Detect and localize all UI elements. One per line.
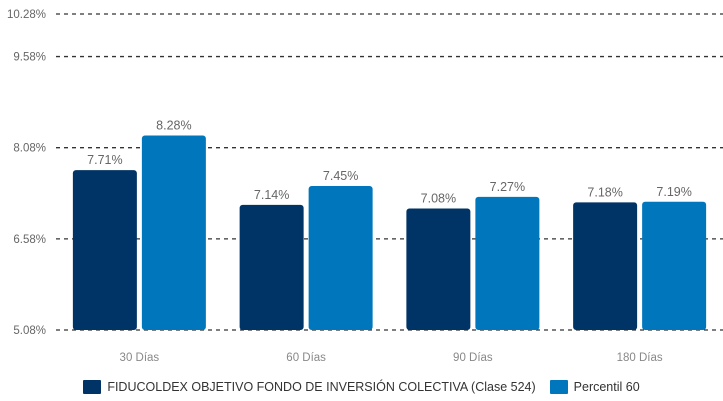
bars: [72, 135, 707, 330]
data-label: 7.19%: [656, 185, 691, 199]
bar-chart: 5.08% 6.58% 8.08% 9.58% 10.28% 7.71% 8.28% 7.1…: [7, 9, 723, 364]
y-tick-label: 8.08%: [13, 143, 46, 155]
legend: FIDUCOLDEX OBJETIVO FONDO DE INVERSIÓN C…: [0, 373, 723, 401]
x-tick-label: 90 Días: [453, 352, 493, 364]
y-axis-labels: 5.08% 6.58% 8.08% 9.58% 10.28%: [7, 9, 46, 337]
x-axis-labels: 30 Días 60 Días 90 Días 180 Días: [120, 352, 663, 364]
y-tick-label: 5.08%: [13, 325, 46, 337]
bar: [141, 135, 206, 330]
bar: [308, 185, 373, 330]
y-tick-label: 9.58%: [13, 52, 46, 64]
bar: [475, 196, 540, 330]
legend-item-percentil[interactable]: Percentil 60: [549, 380, 640, 394]
legend-label-fund: FIDUCOLDEX OBJETIVO FONDO DE INVERSIÓN C…: [107, 380, 536, 394]
x-tick-label: 180 Días: [617, 352, 663, 364]
legend-swatch-percentil: [549, 380, 568, 394]
x-tick-label: 30 Días: [120, 352, 160, 364]
bar: [573, 202, 638, 330]
y-tick-label: 10.28%: [7, 9, 46, 21]
data-label: 7.45%: [323, 169, 358, 183]
data-labels: 7.71% 8.28% 7.14% 7.45% 7.08% 7.27% 7.18% 7.19%: [87, 119, 692, 206]
bar: [72, 170, 137, 330]
data-label: 7.27%: [490, 180, 525, 194]
data-label: 7.18%: [587, 185, 622, 199]
legend-swatch-fund: [83, 380, 102, 394]
legend-item-fund[interactable]: FIDUCOLDEX OBJETIVO FONDO DE INVERSIÓN C…: [83, 380, 536, 394]
data-label: 7.08%: [421, 191, 456, 205]
data-label: 7.71%: [87, 153, 122, 167]
data-label: 7.14%: [254, 188, 289, 202]
data-label: 8.28%: [156, 119, 191, 133]
x-tick-label: 60 Días: [286, 352, 326, 364]
bar: [239, 204, 304, 330]
bar: [642, 201, 707, 330]
y-tick-label: 6.58%: [13, 234, 46, 246]
legend-label-percentil: Percentil 60: [573, 380, 640, 394]
bar: [406, 208, 471, 330]
